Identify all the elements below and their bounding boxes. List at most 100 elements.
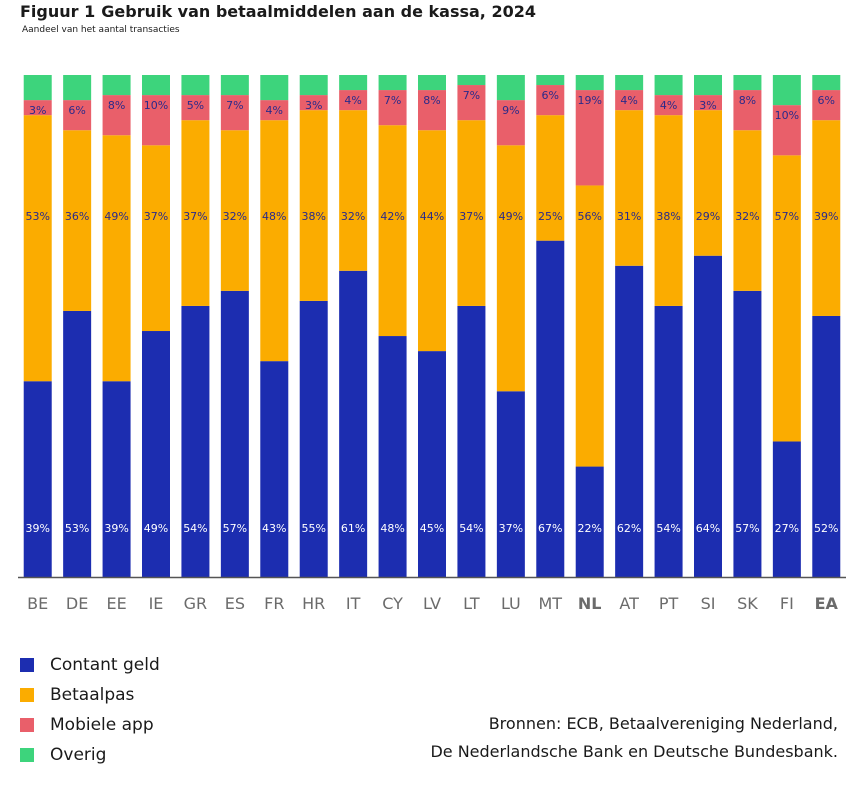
value-label-betaalpas-fi: 57%: [775, 210, 799, 223]
value-label-contant-geld-si: 64%: [696, 522, 720, 535]
source-line-1: Bronnen: ECB, Betaalvereniging Nederland…: [488, 714, 838, 733]
value-label-contant-geld-fr: 43%: [262, 522, 286, 535]
legend-label-overig: Overig: [50, 745, 107, 765]
value-label-contant-geld-it: 61%: [341, 522, 365, 535]
bar-segment-betaalpas-fr: [260, 120, 289, 362]
bar-segment-betaalpas-ie: [142, 145, 170, 332]
value-label-mobiele-app-be: 3%: [29, 104, 46, 117]
bar-segment-overig-ea: [812, 75, 841, 91]
x-tick-label-cy: CY: [382, 594, 403, 613]
bar-ea: [812, 75, 841, 577]
value-label-contant-geld-at: 62%: [617, 522, 641, 535]
bar-lt: [457, 75, 486, 577]
bar-segment-overig-at: [615, 75, 644, 91]
bar-lv: [418, 75, 446, 577]
bar-mt: [536, 75, 565, 577]
bar-segment-contant-geld-lt: [457, 305, 486, 577]
value-label-betaalpas-lt: 37%: [459, 210, 483, 223]
bar-segment-contant-geld-nl: [575, 466, 604, 577]
x-tick-label-mt: MT: [538, 594, 562, 613]
value-label-contant-geld-lu: 37%: [499, 522, 523, 535]
legend-item-contant-geld: Contant geld: [20, 650, 160, 680]
value-label-mobiele-app-pt: 4%: [660, 99, 677, 112]
value-label-contant-geld-lv: 45%: [420, 522, 444, 535]
value-label-mobiele-app-hr: 3%: [305, 99, 322, 112]
value-label-contant-geld-gr: 54%: [183, 522, 207, 535]
bar-segment-contant-geld-de: [63, 310, 92, 577]
bar-segment-betaalpas-es: [220, 130, 249, 291]
bar-segment-overig-lt: [457, 75, 486, 86]
x-tick-label-sk: SK: [737, 594, 758, 613]
bar-segment-overig-lu: [496, 75, 525, 101]
figure-label: Figuur 1: [20, 2, 96, 21]
x-tick-label-lt: LT: [463, 594, 480, 613]
bar-segment-overig-ee: [102, 75, 131, 96]
legend-swatch-mobiele-app: [20, 718, 34, 732]
bar-ee: [102, 75, 131, 577]
x-tick-label-ee: EE: [106, 594, 126, 613]
x-tick-label-fr: FR: [264, 594, 284, 613]
x-tick-label-ie: IE: [149, 594, 164, 613]
value-label-mobiele-app-at: 4%: [620, 94, 637, 107]
legend-label-contant-geld: Contant geld: [50, 655, 160, 675]
bar-be: [23, 75, 52, 577]
value-label-betaalpas-at: 31%: [617, 210, 641, 223]
value-label-contant-geld-ee: 39%: [104, 522, 128, 535]
bar-segment-betaalpas-be: [23, 115, 52, 382]
bar-de: [63, 75, 92, 577]
x-tick-label-lu: LU: [501, 594, 521, 613]
bar-segment-contant-geld-sk: [733, 290, 762, 577]
value-label-betaalpas-ee: 49%: [104, 210, 128, 223]
value-label-contant-geld-de: 53%: [65, 522, 89, 535]
bar-segment-mobiele-app-pt: [654, 95, 683, 116]
bar-segment-betaalpas-de: [63, 130, 92, 311]
bar-segment-overig-nl: [575, 75, 604, 91]
value-label-mobiele-app-lt: 7%: [463, 89, 480, 102]
value-label-contant-geld-lt: 54%: [459, 522, 483, 535]
value-label-betaalpas-hr: 38%: [301, 210, 325, 223]
bar-segment-overig-es: [220, 75, 249, 96]
bar-segment-contant-geld-hr: [299, 300, 328, 577]
bar-ie: [142, 75, 170, 577]
bar-segment-mobiele-app-ee: [102, 95, 131, 136]
bar-segment-contant-geld-at: [615, 265, 644, 577]
x-tick-label-it: IT: [346, 594, 361, 613]
source-line-2: De Nederlandsche Bank en Deutsche Bundes…: [430, 742, 838, 761]
bar-segment-overig-hr: [299, 75, 328, 96]
bar-segment-betaalpas-ee: [102, 135, 131, 382]
bar-lu: [496, 75, 525, 577]
bar-segment-betaalpas-it: [339, 110, 368, 271]
x-tick-label-si: SI: [701, 594, 716, 613]
value-label-mobiele-app-de: 6%: [68, 104, 85, 117]
bar-fr: [260, 75, 289, 577]
value-label-contant-geld-ie: 49%: [144, 522, 168, 535]
value-label-contant-geld-es: 57%: [223, 522, 247, 535]
value-label-betaalpas-gr: 37%: [183, 210, 207, 223]
value-label-mobiele-app-ie: 10%: [144, 99, 168, 112]
value-label-betaalpas-de: 36%: [65, 210, 89, 223]
bar-segment-mobiele-app-lv: [418, 90, 446, 131]
value-label-betaalpas-it: 32%: [341, 210, 365, 223]
bar-hr: [299, 75, 328, 577]
chart-title: Figuur 1 Gebruik van betaalmiddelen aan d…: [20, 2, 536, 21]
legend-item-overig: Overig: [20, 740, 160, 770]
bar-segment-betaalpas-fi: [772, 155, 801, 442]
x-tick-label-ea: EA: [815, 594, 839, 613]
bar-segment-overig-si: [694, 75, 722, 96]
bar-segment-mobiele-app-lt: [457, 85, 486, 121]
value-label-mobiele-app-cy: 7%: [384, 94, 401, 107]
bar-segment-mobiele-app-lu: [496, 100, 525, 146]
bar-segment-overig-pt: [654, 75, 683, 96]
value-label-contant-geld-mt: 67%: [538, 522, 562, 535]
bar-segment-contant-geld-pt: [654, 305, 683, 577]
value-label-betaalpas-si: 29%: [696, 210, 720, 223]
bar-segment-betaalpas-hr: [299, 110, 328, 301]
x-tick-label-hr: HR: [302, 594, 325, 613]
legend-swatch-contant-geld: [20, 658, 34, 672]
value-label-betaalpas-nl: 56%: [577, 210, 601, 223]
x-tick-label-es: ES: [225, 594, 245, 613]
bar-nl: [575, 75, 604, 577]
bar-segment-overig-ie: [142, 75, 170, 96]
bar-segment-overig-de: [63, 75, 92, 101]
bar-segment-contant-geld-si: [694, 255, 722, 577]
